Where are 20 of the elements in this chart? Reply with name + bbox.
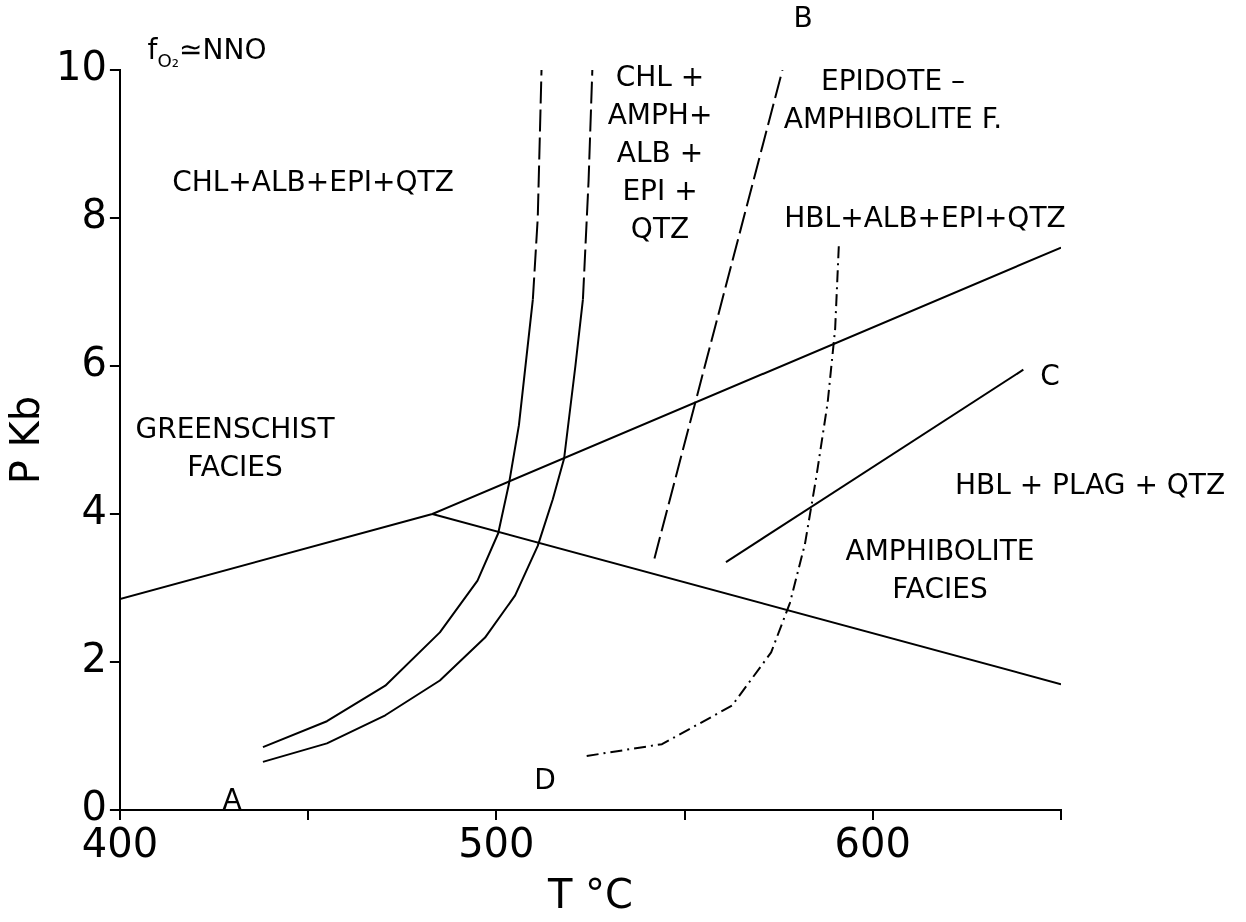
annotation: CHL + AMPH+ ALB + EPI + QTZ bbox=[607, 60, 713, 246]
annotation: AMPHIBOLITE FACIES bbox=[845, 534, 1035, 606]
annotation: GREENSCHIST FACIES bbox=[135, 412, 336, 484]
y-tick-label: 6 bbox=[81, 339, 107, 386]
annotation: A bbox=[222, 783, 242, 817]
y-tick-label: 8 bbox=[81, 191, 107, 238]
annotation: C bbox=[1040, 359, 1060, 393]
annotation: EPIDOTE – AMPHIBOLITE F. bbox=[783, 64, 1003, 136]
text: B bbox=[793, 1, 813, 35]
y-tick-label: 4 bbox=[81, 487, 107, 534]
y-axis-title: P Kb bbox=[2, 395, 49, 485]
y-tick-label: 10 bbox=[55, 43, 107, 90]
x-tick-label: 600 bbox=[834, 820, 911, 867]
annotation: D bbox=[534, 763, 556, 797]
annotation: CHL+ALB+EPI+QTZ bbox=[172, 165, 454, 199]
annotation: HBL+ALB+EPI+QTZ bbox=[784, 201, 1066, 235]
x-tick-label: 500 bbox=[458, 820, 535, 867]
x-axis-title: T °C bbox=[546, 871, 633, 918]
annotation: HBL + PLAG + QTZ bbox=[954, 468, 1226, 502]
y-tick-label: 2 bbox=[81, 635, 107, 682]
